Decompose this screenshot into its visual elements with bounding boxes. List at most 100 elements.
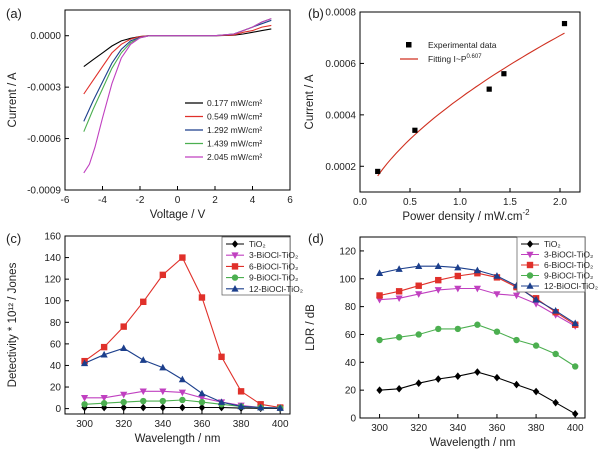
series-4-point-10 bbox=[276, 404, 284, 411]
y-tick-label: 60 bbox=[345, 330, 357, 341]
legend-marker-1 bbox=[231, 252, 239, 259]
legend-marker-2 bbox=[526, 261, 534, 269]
x-tick-label: -6 bbox=[61, 195, 70, 206]
x-tick-label: 400 bbox=[272, 419, 289, 430]
y-tick-label: -0.0003 bbox=[27, 83, 61, 94]
y-tick-label: 140 bbox=[44, 253, 61, 264]
series-4-point-5 bbox=[473, 266, 481, 274]
x-tick-label: 340 bbox=[154, 419, 171, 430]
x-axis-label: Wavelength / nm bbox=[430, 437, 516, 449]
series-0-point-3 bbox=[435, 375, 442, 383]
legend-label-4: 12-BiOCl-TiO₂ bbox=[544, 281, 598, 291]
x-tick-label: 400 bbox=[567, 423, 584, 434]
series-1-point-4 bbox=[159, 388, 167, 396]
x-tick-label: 380 bbox=[233, 419, 250, 430]
series-4-point-4 bbox=[454, 263, 462, 271]
legend-label-3: 9-BiOCl-TiO₂ bbox=[544, 271, 593, 281]
y-tick-label: 0.0002 bbox=[325, 162, 356, 173]
series-0-point-8 bbox=[532, 387, 540, 396]
series-1-point-5 bbox=[178, 389, 186, 397]
legend-marker-3 bbox=[231, 274, 239, 281]
y-tick-label: 20 bbox=[50, 383, 62, 394]
series-2-point-4 bbox=[454, 272, 462, 280]
series-3-point-7 bbox=[513, 336, 520, 344]
x-tick-label: 320 bbox=[115, 419, 132, 430]
x-tick-label: 6 bbox=[287, 195, 293, 206]
series-4-point-4 bbox=[159, 363, 167, 371]
y-tick-label: 0 bbox=[55, 404, 61, 415]
data-point-2 bbox=[486, 86, 492, 92]
x-tick-label: 0 bbox=[175, 195, 181, 206]
legend-label-4: 12-BiOCl-TiO₂ bbox=[249, 284, 303, 294]
series-3-point-1 bbox=[100, 400, 108, 407]
series-0-point-5 bbox=[474, 368, 481, 376]
series-2-point-3 bbox=[140, 298, 147, 306]
legend-label-4: 2.045 mW/cm² bbox=[207, 152, 262, 162]
x-tick-label: 0.5 bbox=[403, 197, 417, 208]
series-4-point-1 bbox=[100, 350, 108, 358]
data-point-1 bbox=[412, 127, 418, 133]
legend-label-1: 0.549 mW/cm² bbox=[207, 112, 262, 122]
data-point-0 bbox=[375, 168, 381, 175]
x-tick-label: 1.0 bbox=[453, 197, 467, 208]
y-axis-label: Current / A bbox=[304, 74, 316, 129]
series-0-point-4 bbox=[454, 372, 462, 381]
series-3-point-6 bbox=[198, 398, 206, 406]
y-tick-label: 100 bbox=[44, 296, 61, 307]
y-tick-label: 0.0000 bbox=[30, 31, 61, 42]
legend-marker-4 bbox=[231, 285, 239, 292]
y-tick-label: 60 bbox=[50, 339, 62, 350]
x-tick-label: 0.0 bbox=[353, 197, 367, 208]
series-4-point-0 bbox=[80, 359, 89, 367]
y-tick-label: 100 bbox=[339, 274, 356, 285]
panel-label-c: (c) bbox=[6, 231, 21, 246]
chart-panel-b: 0.0 0.5 1.0 1.5 2.0 0.0002 0.0004 0.0006 0.0008 C… bbox=[304, 8, 581, 223]
y-tick-label: 120 bbox=[339, 246, 356, 257]
legend-label-fit-exponent: 0.607 bbox=[467, 54, 483, 60]
panel-label-b: (b) bbox=[308, 6, 324, 21]
series-3-point-5 bbox=[474, 321, 481, 328]
series-4-point-8 bbox=[237, 402, 245, 410]
data-point-3 bbox=[501, 71, 507, 77]
y-tick-label: 160 bbox=[44, 232, 61, 243]
legend-marker-0 bbox=[231, 240, 239, 248]
series-1-point-1 bbox=[395, 295, 403, 303]
series-1-point-2 bbox=[120, 391, 128, 399]
legend-label-2: 1.292 mW/cm² bbox=[207, 125, 262, 135]
series-1-point-3 bbox=[139, 388, 147, 396]
legend-marker-1 bbox=[526, 251, 534, 259]
x-axis-label: Voltage / V bbox=[150, 209, 206, 221]
y-tick-label: 0.0004 bbox=[325, 110, 356, 121]
legend-label-0: TiO₂ bbox=[544, 239, 561, 249]
series-4-point-3 bbox=[434, 262, 442, 270]
series-1-point-2 bbox=[415, 291, 423, 298]
series-line-0 bbox=[83, 28, 272, 68]
plot-frame bbox=[359, 11, 581, 193]
series-3-point-10 bbox=[572, 363, 579, 370]
series-1-point-4 bbox=[454, 285, 462, 293]
series-4-point-10 bbox=[571, 319, 579, 327]
legend-marker-2 bbox=[231, 263, 239, 270]
series-1-point-5 bbox=[473, 285, 481, 293]
legend-marker-0 bbox=[526, 240, 534, 248]
series-3-point-4 bbox=[454, 325, 462, 333]
chart-panel-d: 300 320 340 360 380 400 0 20 40 60 80 100 120 LDR / d… bbox=[305, 236, 598, 449]
series-2-point-4 bbox=[159, 271, 167, 279]
data-point-4 bbox=[561, 20, 568, 27]
series-2-point-8 bbox=[237, 388, 245, 395]
y-tick-label: -0.0006 bbox=[27, 134, 61, 145]
legend-marker-3 bbox=[526, 272, 534, 279]
series-line-3 bbox=[379, 324, 576, 367]
y-tick-label: -0.0009 bbox=[27, 186, 61, 197]
series-0-point-2 bbox=[415, 379, 422, 387]
x-tick-label: 380 bbox=[528, 423, 545, 434]
series-2-point-3 bbox=[435, 276, 442, 284]
series-line-0 bbox=[379, 371, 576, 415]
x-tick-label: 2 bbox=[212, 195, 218, 206]
series-4-point-3 bbox=[139, 356, 147, 363]
x-tick-label: 2.0 bbox=[553, 197, 567, 208]
y-tick-label: 120 bbox=[44, 275, 61, 286]
series-4-point-8 bbox=[532, 295, 540, 303]
series-0-point-0 bbox=[81, 403, 88, 412]
